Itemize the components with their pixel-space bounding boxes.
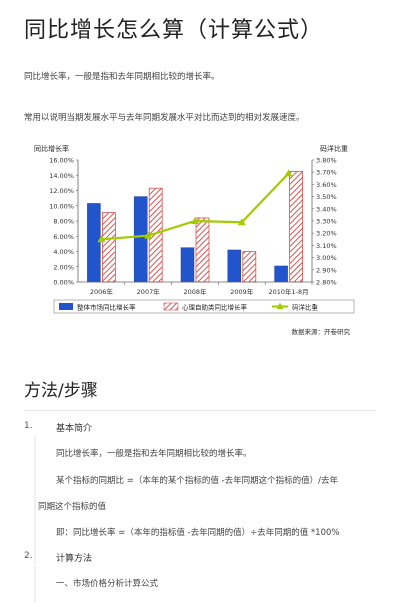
left-tick-label: 2.00%: [53, 263, 74, 271]
chart-svg: 同比增长率 码洋比重16.00%14.00%12.00%10.00%8.00%6.…: [34, 144, 355, 336]
page-title: 同比增长怎么算（计算公式）: [24, 18, 324, 43]
line-share-point: [237, 218, 246, 226]
step-2-number: 2.: [24, 551, 33, 561]
step-1-line-3: 同期这个指标的值: [38, 502, 107, 512]
bar-self-help-growth: [102, 212, 116, 283]
left-tick-label: 14.00%: [49, 172, 74, 180]
legend-label-self-help: 心理自助类同比增长率: [182, 303, 248, 312]
right-tick-label: 3.60%: [316, 181, 337, 189]
bar-overall-growth: [180, 247, 195, 283]
right-tick-label: 3.10%: [316, 242, 337, 250]
left-tick-label: 4.00%: [53, 248, 74, 256]
right-tick-label: 2.90%: [316, 266, 337, 274]
x-tick-label: 2007年: [137, 287, 161, 296]
bar-overall-growth: [274, 265, 288, 283]
left-tick-label: 10.00%: [49, 202, 74, 210]
step-2-line-1: 一、市场价格分析计算公式: [56, 579, 159, 589]
step-1-title: 基本简介: [56, 424, 93, 434]
bar-self-help-growth: [242, 251, 257, 283]
right-axis-title: 码洋比重: [320, 144, 348, 153]
bar-overall-growth: [133, 196, 148, 283]
right-tick-label: 3.20%: [316, 230, 337, 238]
legend-label-overall: 整体市场同比增长率: [77, 303, 136, 312]
right-tick-label: 3.50%: [316, 193, 337, 201]
section-divider: [24, 410, 376, 411]
step-1-number: 1.: [24, 421, 33, 431]
left-tick-label: 8.00%: [53, 218, 74, 226]
step-1-line-2: 某个指标的同期比 =（本年的某个指标的值 -去年同期这个指标的值）/去年: [56, 476, 338, 486]
right-tick-label: 3.80%: [316, 157, 337, 165]
legend-label-share: 码洋比重: [292, 303, 319, 312]
bar-self-help-growth: [289, 171, 304, 283]
line-share-point: [191, 217, 199, 224]
step-1-line-1: 同比增长率，一般是指和去年同期相比较的增长率。: [56, 449, 252, 459]
left-axis-title: 同比增长率: [34, 144, 69, 153]
x-tick-label: 2010年1-8月: [269, 287, 309, 296]
legend-box: [53, 299, 355, 314]
steps-heading: 方法/步骤: [24, 381, 98, 401]
step-2-bar: [34, 566, 36, 602]
left-tick-label: 12.00%: [49, 187, 74, 195]
legend-marker-share: [276, 302, 284, 309]
right-tick-label: 3.30%: [316, 218, 337, 226]
left-tick-label: 6.00%: [53, 233, 74, 241]
legend-swatch-self-help: [163, 302, 179, 311]
left-tick-label: 0.00%: [53, 279, 74, 287]
step-2-title: 计算方法: [56, 554, 93, 564]
line-share-point: [284, 169, 293, 177]
line-share-point: [144, 231, 153, 239]
right-tick-label: 3.70%: [316, 169, 337, 177]
line-share-point: [97, 235, 106, 243]
bar-overall-growth: [227, 249, 242, 283]
intro-paragraph-1: 同比增长率，一般是指和去年同期相比较的增长率。: [24, 72, 220, 82]
chart-source: 数据来源：开卷研究: [292, 327, 351, 336]
left-tick-label: 16.00%: [49, 157, 74, 165]
x-tick-label: 2008年: [183, 287, 207, 296]
line-share-series: [101, 172, 290, 241]
step-1-line-4: 即：同比增长率 =（本年的指标值 -去年同期的值）÷去年同期的值 *100%: [56, 528, 340, 538]
right-tick-label: 3.40%: [316, 205, 337, 213]
legend-swatch-overall: [59, 303, 73, 310]
x-tick-label: 2009年: [230, 287, 254, 296]
growth-chart: 同比增长率 码洋比重 16.00% 14.00% 12.00% 10.00% 8.00% 6.…: [26, 142, 366, 342]
right-tick-label: 2.80%: [316, 279, 337, 287]
step-1-bar: [34, 436, 36, 564]
x-tick-label: 2006年: [90, 287, 114, 296]
bar-overall-growth: [87, 203, 101, 283]
intro-paragraph-2: 常用以说明当期发展水平与去年同期发展水平对比而达到的相对发展速度。: [24, 113, 305, 123]
bar-self-help-growth: [195, 217, 210, 283]
right-tick-label: 3.00%: [316, 254, 337, 262]
